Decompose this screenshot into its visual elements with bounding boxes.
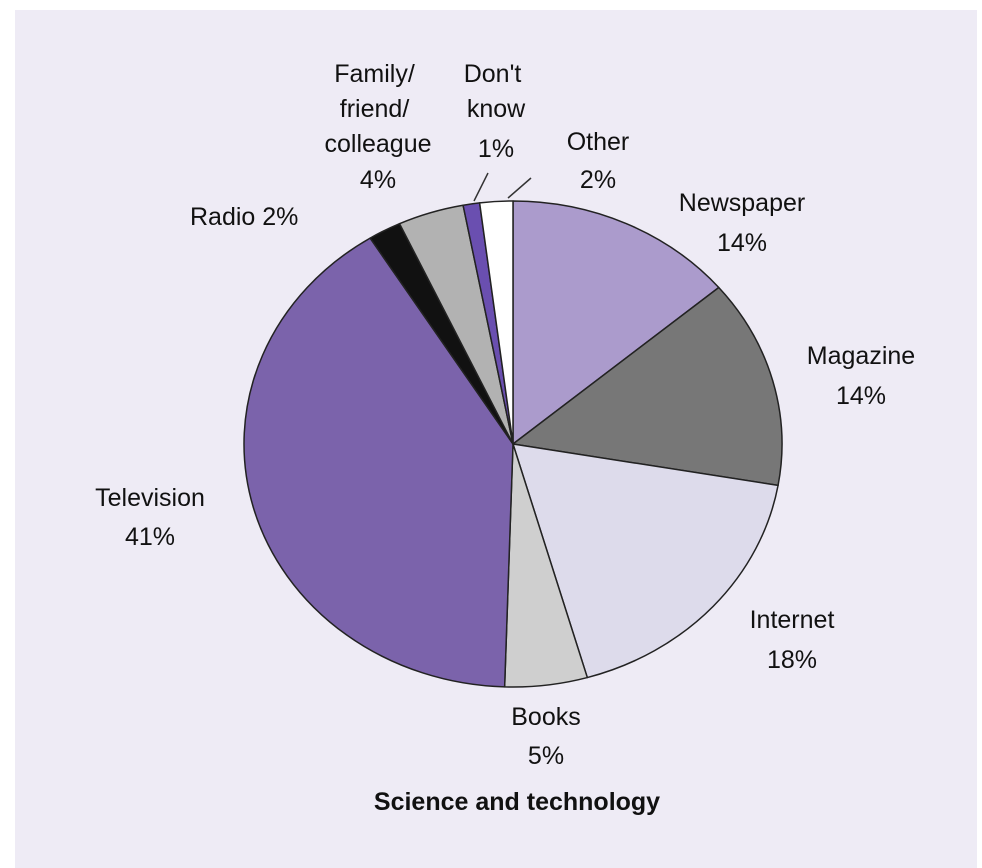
slice-value-family: 4% <box>360 166 396 194</box>
dont-know-label-line-2: know <box>467 95 526 123</box>
pie-slices <box>243 200 783 688</box>
slice-value-dont-know: 1% <box>478 135 514 163</box>
chart-title: Science and technology <box>374 788 660 816</box>
slice-label-magazine: Magazine <box>807 342 915 370</box>
slice-label-other: Other <box>567 128 630 156</box>
family-label-line-2: friend/ <box>340 95 410 123</box>
pie-slice-newspaper <box>512 200 720 445</box>
radio-label-space <box>255 203 262 231</box>
slice-value-internet: 18% <box>767 646 817 674</box>
family-label-line-1: Family/ <box>334 60 415 88</box>
slice-value-newspaper: 14% <box>717 229 767 257</box>
slice-label-radio: Radio 2% <box>190 203 298 231</box>
slice-label-television: Television <box>95 484 205 512</box>
pie-slice-magazine <box>512 286 783 487</box>
radio-label-text: Radio <box>190 203 255 231</box>
family-label-line-3: colleague <box>324 130 431 158</box>
slice-label-internet: Internet <box>750 606 835 634</box>
pie-slice-other <box>478 200 514 445</box>
slice-value-other: 2% <box>580 166 616 194</box>
slice-value-books: 5% <box>528 742 564 770</box>
slice-value-radio: 2% <box>262 203 298 231</box>
pie-slice-internet <box>512 443 779 679</box>
slice-label-newspaper: Newspaper <box>679 189 805 217</box>
slice-label-family: Family/ friend/ colleague <box>324 60 431 158</box>
slice-label-books: Books <box>511 703 580 731</box>
pie-slice-television <box>243 237 514 688</box>
slice-value-magazine: 14% <box>836 382 886 410</box>
slice-label-dont-know: Don't know <box>464 60 529 123</box>
leader-lines <box>473 172 532 202</box>
dont-know-label-line-1: Don't <box>464 60 522 88</box>
leader-line-dont-know <box>473 172 489 202</box>
leader-line-other <box>507 177 532 199</box>
slice-value-television: 41% <box>125 523 175 551</box>
